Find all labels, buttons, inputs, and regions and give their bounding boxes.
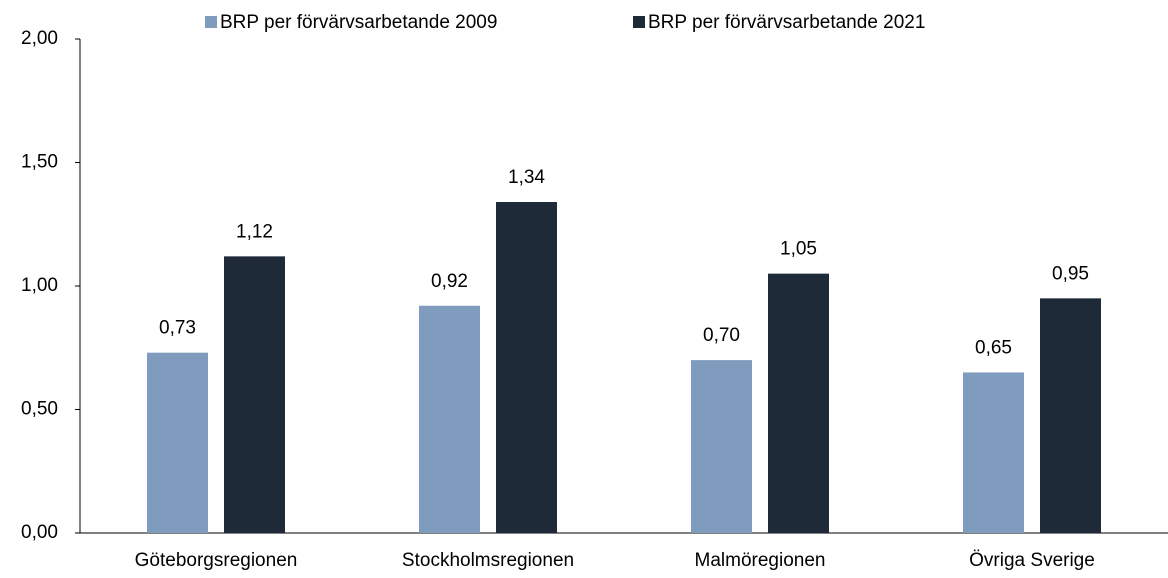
y-tick-label: 0,00 — [21, 522, 58, 543]
bar — [496, 202, 557, 533]
y-tick-label: 0,50 — [21, 399, 58, 420]
bar — [147, 352, 208, 533]
y-tick-label: 1,00 — [21, 275, 58, 296]
x-tick-label: Övriga Sverige — [969, 550, 1095, 571]
legend-swatch — [633, 16, 645, 28]
value-label: 1,34 — [508, 167, 545, 188]
legend-swatch — [205, 16, 217, 28]
bar — [224, 256, 285, 533]
value-label: 0,92 — [431, 271, 468, 292]
legend-label: BRP per förvärvsarbetande 2021 — [648, 12, 925, 33]
legend-label: BRP per förvärvsarbetande 2009 — [220, 12, 497, 33]
bar — [419, 305, 480, 533]
bar — [691, 360, 752, 533]
value-label: 0,65 — [975, 337, 1012, 358]
y-tick-label: 2,00 — [21, 28, 58, 49]
bar — [963, 372, 1024, 533]
value-label: 0,73 — [159, 318, 196, 339]
value-label: 0,70 — [703, 325, 740, 346]
value-label: 1,05 — [780, 239, 817, 260]
x-tick-label: Stockholmsregionen — [402, 550, 574, 571]
bar — [768, 273, 829, 533]
x-tick-label: Göteborgsregionen — [135, 550, 298, 571]
bar — [1040, 298, 1101, 533]
y-tick-label: 1,50 — [21, 152, 58, 173]
x-tick-label: Malmöregionen — [695, 550, 826, 571]
value-label: 1,12 — [236, 221, 273, 242]
value-label: 0,95 — [1052, 263, 1089, 284]
